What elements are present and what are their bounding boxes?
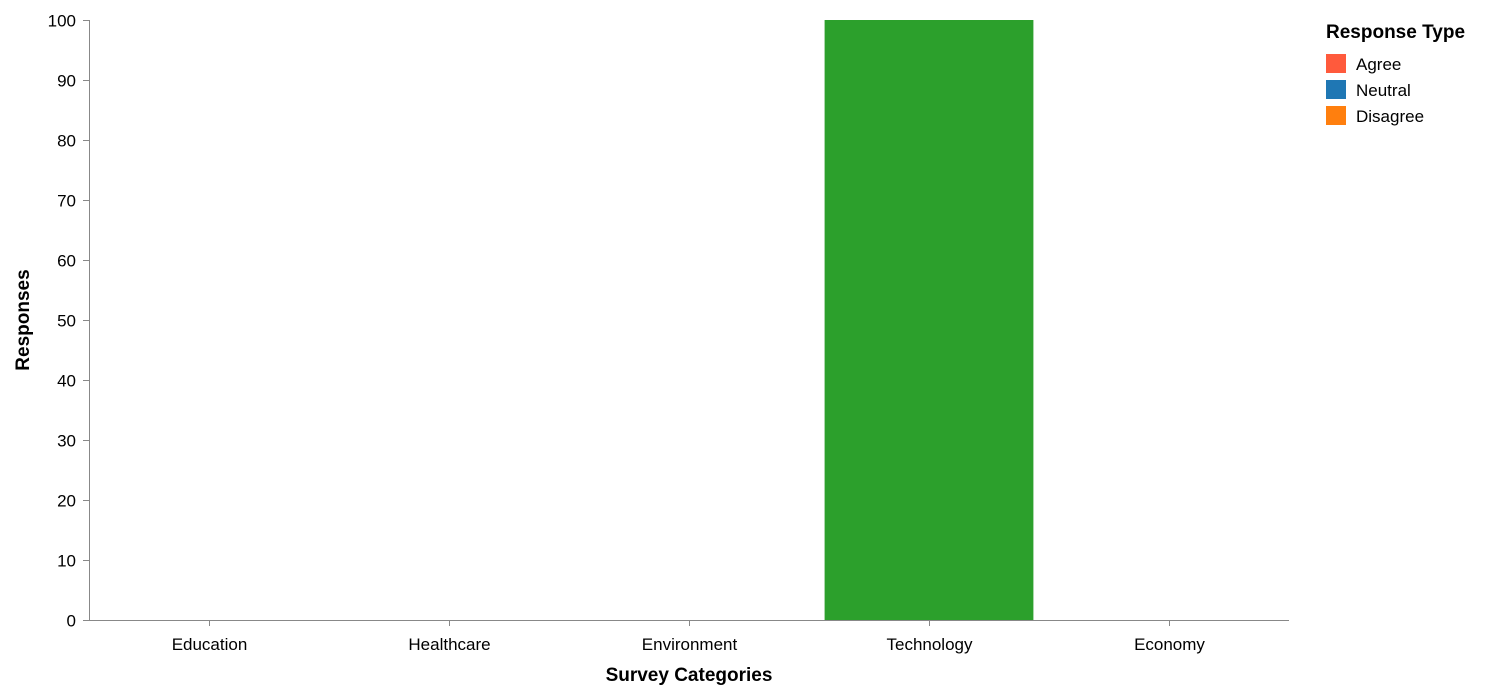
y-tick-label-80: 80 [57,132,76,151]
y-tick-label-100: 100 [48,12,76,31]
x-axis: Education Healthcare Environment Technology… [89,620,1289,654]
y-axis: 0 10 20 30 40 50 60 70 80 90 100 [48,12,90,631]
x-tick-label-education: Education [172,635,248,654]
y-tick-label-20: 20 [57,492,76,511]
legend-label-neutral: Neutral [1356,81,1411,100]
legend-label-agree: Agree [1356,55,1401,74]
legend-title: Response Type [1326,22,1465,43]
y-tick-label-60: 60 [57,252,76,271]
x-tick-label-technology: Technology [886,635,973,654]
legend-swatch-agree [1326,54,1346,73]
legend-label-disagree: Disagree [1356,107,1424,126]
y-tick-label-40: 40 [57,372,76,391]
x-tick-label-environment: Environment [642,635,738,654]
y-tick-label-90: 90 [57,72,76,91]
y-tick-label-50: 50 [57,312,76,331]
x-tick-label-healthcare: Healthcare [408,635,490,654]
legend: Response Type Agree Neutral Disagree [1326,22,1465,126]
bar-technology-series-3 [824,20,1034,620]
x-tick-label-economy: Economy [1134,635,1205,654]
y-axis-title: Responses [13,269,34,370]
y-tick-label-70: 70 [57,192,76,211]
y-tick-label-30: 30 [57,432,76,451]
y-tick-label-0: 0 [67,612,76,631]
legend-swatch-neutral [1326,80,1346,99]
bars-layer [824,20,1034,620]
legend-swatch-disagree [1326,106,1346,125]
y-tick-label-10: 10 [57,552,76,571]
x-axis-title: Survey Categories [606,665,773,686]
